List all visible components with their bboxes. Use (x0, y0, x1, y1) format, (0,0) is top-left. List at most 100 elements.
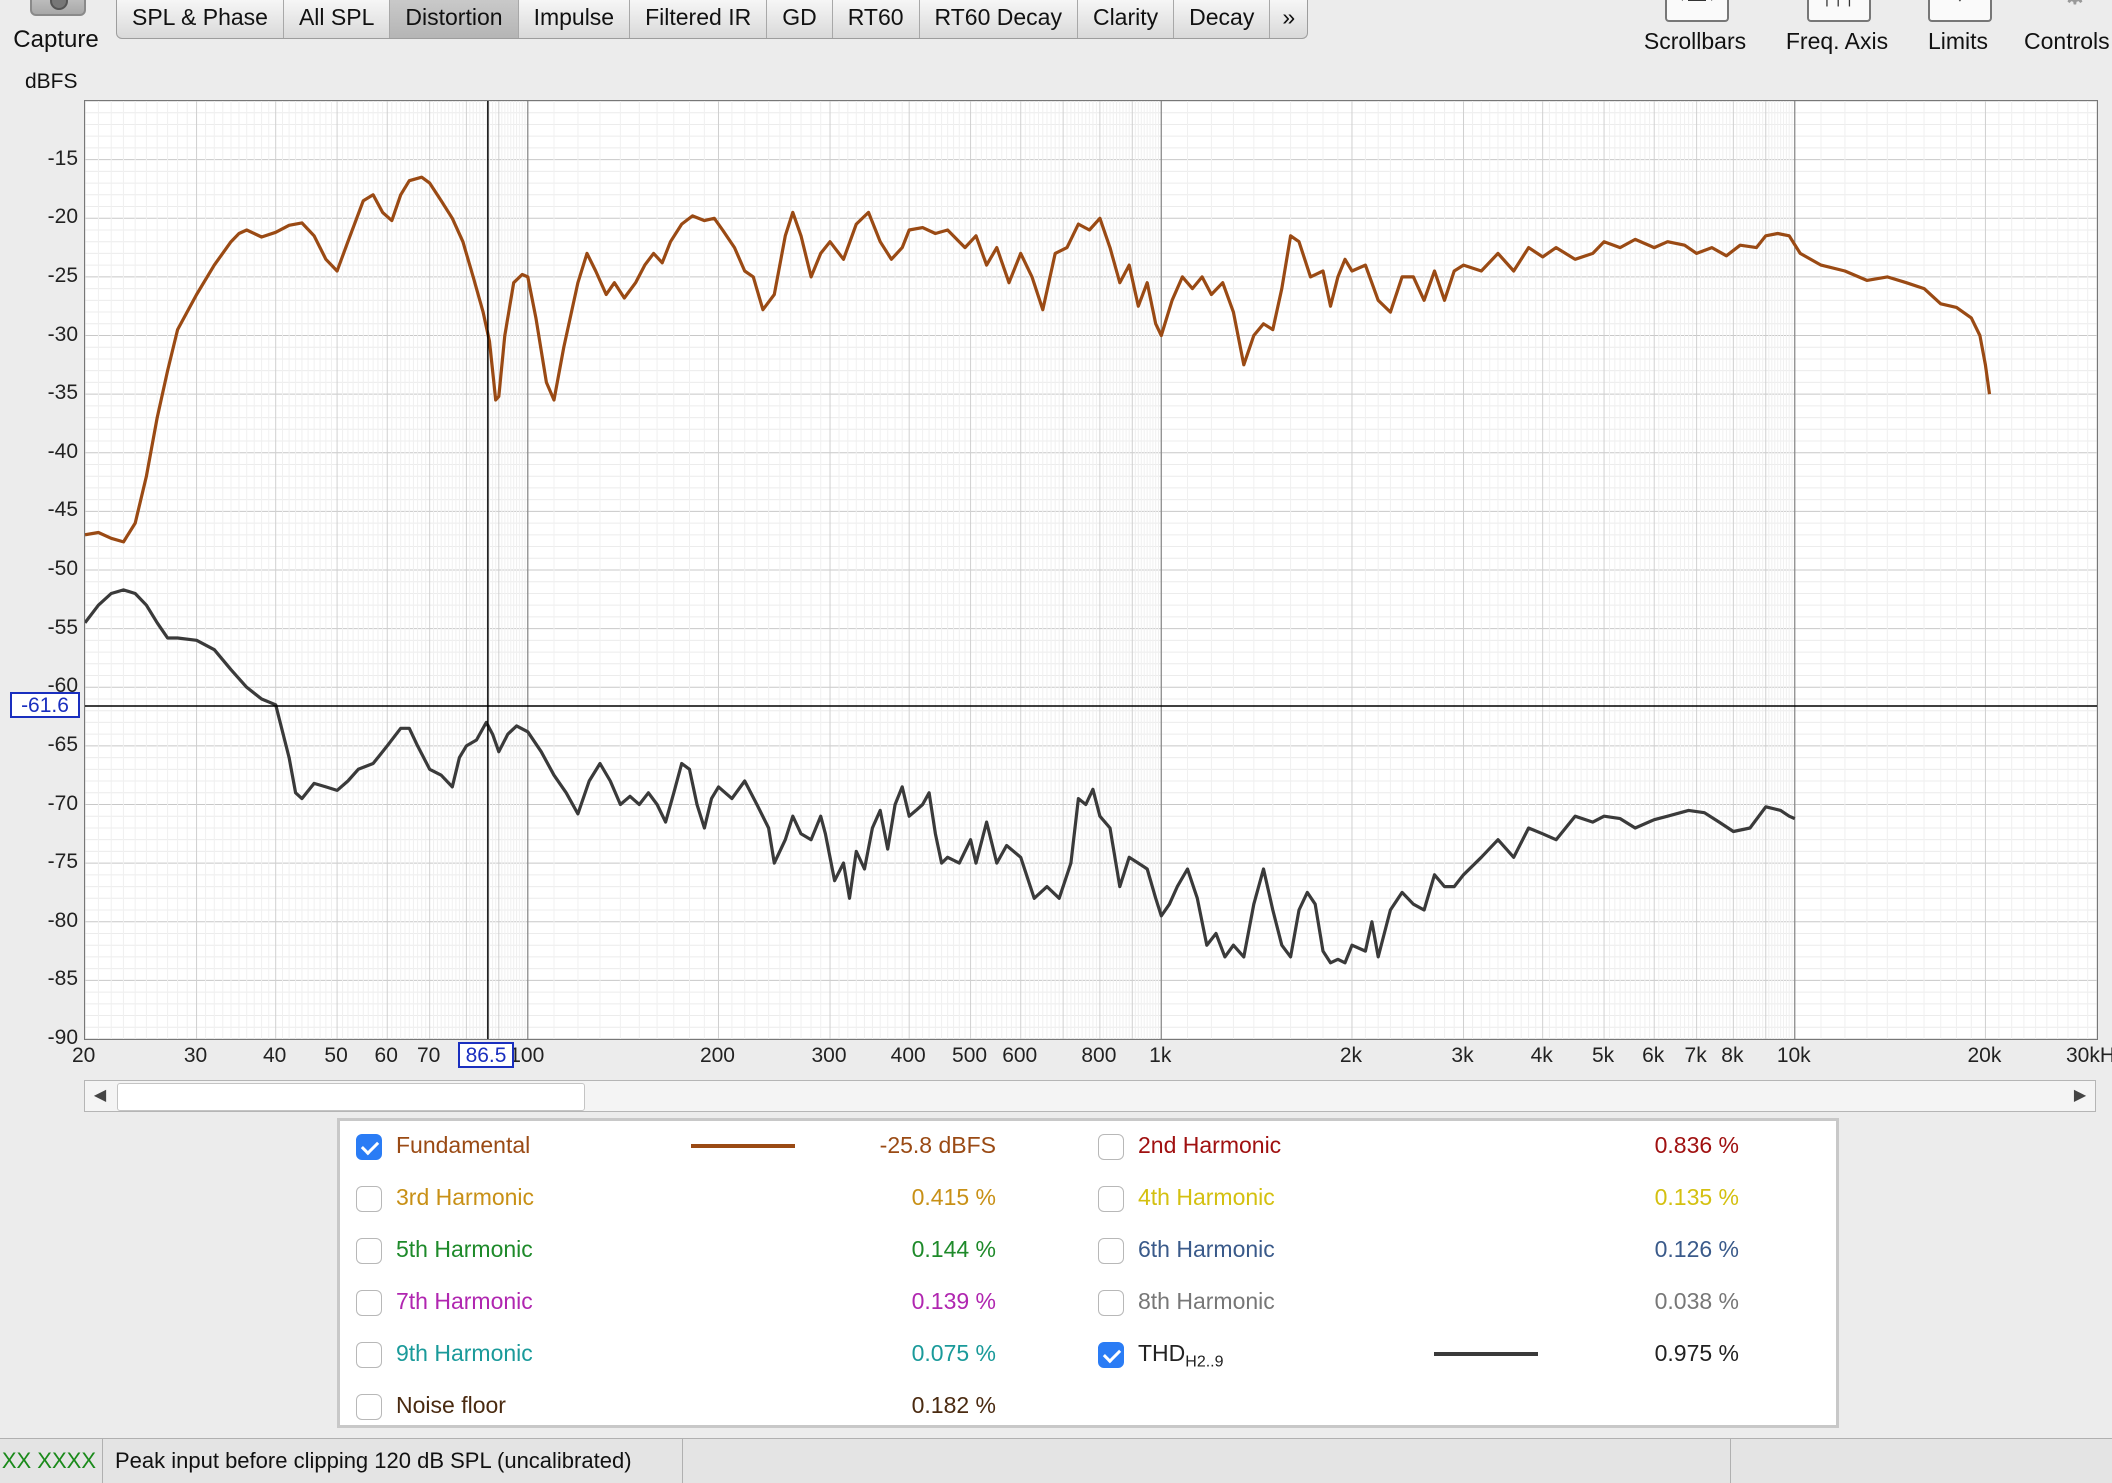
y-tick-label: -55 (47, 615, 78, 639)
status-divider (1730, 1439, 1731, 1483)
gear-icon: ⚙ (2045, 0, 2105, 20)
y-tick-label: -30 (47, 322, 78, 346)
more-tabs-button[interactable]: » (1282, 4, 1296, 30)
limits-button[interactable]: ↓ Limits (1912, 0, 2004, 60)
legend-value: 0.075 % (911, 1340, 996, 1366)
y-tick-label: -50 (47, 557, 78, 580)
x-tick-label: 60 (374, 1044, 398, 1067)
fundamental-checkbox[interactable] (356, 1134, 382, 1160)
thd-label: THD (1138, 1340, 1186, 1366)
legend-line-swatch (1434, 1352, 1538, 1356)
thd-subscript: H2..9 (1185, 1353, 1224, 1371)
3rd-harmonic-checkbox[interactable] (356, 1186, 382, 1212)
tab-rt60-decay[interactable]: RT60 Decay (920, 0, 1078, 38)
legend-row-noise-floor: Noise floor 0.182 % (340, 1385, 1080, 1425)
legend-value: 0.126 % (1654, 1236, 1739, 1262)
legend-value: 0.135 % (1654, 1184, 1739, 1210)
legend-label: 5th Harmonic (396, 1236, 533, 1262)
horizontal-scrollbar[interactable]: ◀ ▶ (84, 1080, 2096, 1112)
x-tick-label: 30kHz (2066, 1044, 2112, 1067)
x-tick-label: 2k (1339, 1044, 1363, 1067)
y-tick-label: -75 (47, 850, 78, 874)
legend-label: 6th Harmonic (1138, 1236, 1275, 1262)
y-tick-label: -80 (47, 908, 78, 932)
2nd-harmonic-checkbox[interactable] (1098, 1134, 1124, 1160)
legend-label: 4th Harmonic (1138, 1184, 1275, 1210)
6th-harmonic-checkbox[interactable] (1098, 1238, 1124, 1264)
legend-label: Fundamental (396, 1132, 531, 1158)
freq-axis-label: Freq. Axis (1785, 28, 1889, 54)
x-tick-label: 200 (699, 1044, 735, 1067)
distortion-graph[interactable] (84, 100, 2098, 1040)
7th-harmonic-checkbox[interactable] (356, 1290, 382, 1316)
thd-trace (85, 588, 1796, 965)
legend-label: Noise floor (396, 1392, 506, 1418)
y-tick-label: -20 (47, 205, 78, 229)
x-tick-label: 20 (72, 1044, 96, 1067)
legend-panel: Fundamental -25.8 dBFS 3rd Harmonic 0.41… (337, 1118, 1839, 1428)
legend-value: 0.182 % (911, 1392, 996, 1418)
x-tick-label: 6k (1642, 1044, 1665, 1067)
legend-row-6th-harmonic: 6th Harmonic 0.126 % (1082, 1229, 1822, 1269)
x-tick-label: 3k (1451, 1044, 1474, 1067)
graph-tab-bar: SPL & Phase All SPL Distortion Impulse F… (116, 0, 1309, 39)
x-tick-label: 4k (1530, 1044, 1553, 1067)
y-tick-label: -60 (47, 674, 78, 698)
tab-all-spl[interactable]: All SPL (284, 0, 391, 38)
5th-harmonic-checkbox[interactable] (356, 1238, 382, 1264)
legend-value: 0.139 % (911, 1288, 996, 1314)
legend-row-thd: THDH2..9 0.975 % (1082, 1333, 1822, 1373)
scrollbar-thumb[interactable] (117, 1083, 585, 1111)
freq-axis-button[interactable]: │││ Freq. Axis (1775, 0, 1899, 60)
scrollbars-button[interactable]: ◂ ▬ ▸ Scrollbars (1630, 0, 1760, 60)
x-tick-label: 7k (1684, 1044, 1707, 1067)
legend-label: 3rd Harmonic (396, 1184, 535, 1210)
x-tick-label: 20k (1967, 1044, 2002, 1067)
capture-label: Capture (13, 26, 99, 53)
x-tick-label: 1k (1149, 1044, 1172, 1067)
8th-harmonic-checkbox[interactable] (1098, 1290, 1124, 1316)
y-tick-label: -25 (47, 263, 78, 287)
controls-button[interactable]: ⚙ Controls (2020, 0, 2112, 60)
tab-filtered-ir[interactable]: Filtered IR (630, 0, 768, 38)
status-bar: XX XXXX Peak input before clipping 120 d… (0, 1438, 2112, 1483)
tab-distortion[interactable]: Distortion (390, 0, 519, 38)
tab-clarity[interactable]: Clarity (1078, 0, 1175, 38)
legend-label: 7th Harmonic (396, 1288, 533, 1314)
x-tick-label: 600 (1002, 1044, 1038, 1067)
status-divider (102, 1439, 103, 1483)
9th-harmonic-checkbox[interactable] (356, 1342, 382, 1368)
scrollbars-icon: ◂ ▬ ▸ (1665, 0, 1729, 22)
scroll-right-arrow-icon[interactable]: ▶ (2073, 1087, 2087, 1104)
controls-label: Controls (2024, 28, 2110, 54)
x-tick-label: 5k (1591, 1044, 1615, 1067)
status-divider (682, 1439, 683, 1483)
tab-gd[interactable]: GD (767, 0, 833, 38)
legend-row-5th-harmonic: 5th Harmonic 0.144 % (340, 1229, 1080, 1269)
y-tick-label: -85 (47, 967, 78, 991)
x-tick-label: 400 (890, 1044, 926, 1067)
y-tick-label: -15 (47, 146, 78, 170)
cursor-x-readout: 86.5 (458, 1042, 514, 1068)
scrollbars-label: Scrollbars (1643, 28, 1747, 54)
legend-row-4th-harmonic: 4th Harmonic 0.135 % (1082, 1177, 1822, 1217)
legend-label: 9th Harmonic (396, 1340, 533, 1366)
4th-harmonic-checkbox[interactable] (1098, 1186, 1124, 1212)
legend-row-7th-harmonic: 7th Harmonic 0.139 % (340, 1281, 1080, 1321)
x-tick-label: 300 (811, 1044, 847, 1067)
x-tick-label: 100 (509, 1044, 545, 1067)
y-tick-label: -70 (47, 791, 78, 815)
x-tick-label: 800 (1081, 1044, 1117, 1067)
tab-rt60[interactable]: RT60 (833, 0, 920, 38)
x-tick-label: 40 (263, 1044, 287, 1067)
noise-floor-checkbox[interactable] (356, 1394, 382, 1420)
capture-button[interactable]: Capture (0, 0, 112, 60)
legend-row-3rd-harmonic: 3rd Harmonic 0.415 % (340, 1177, 1080, 1217)
graph-canvas (85, 101, 2097, 1039)
tab-spl-phase[interactable]: SPL & Phase (117, 0, 284, 38)
scroll-left-arrow-icon[interactable]: ◀ (93, 1087, 107, 1104)
tab-decay[interactable]: Decay (1174, 0, 1271, 38)
freq-axis-icon: │││ (1807, 0, 1871, 22)
tab-impulse[interactable]: Impulse (519, 0, 631, 38)
thd-checkbox[interactable] (1098, 1342, 1124, 1368)
